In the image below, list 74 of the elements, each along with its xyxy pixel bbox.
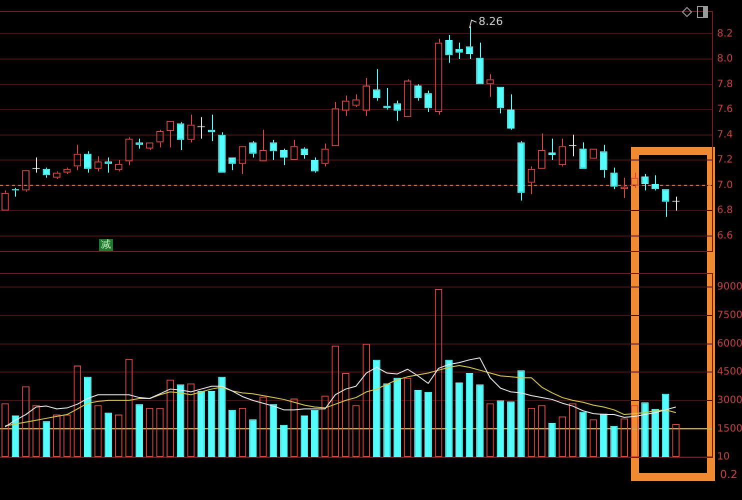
bar xyxy=(372,360,380,457)
y-tick-label: 7.4 xyxy=(717,129,733,140)
bar xyxy=(424,392,432,457)
candlestick xyxy=(270,139,278,161)
bar xyxy=(228,410,236,457)
y-tick-label: 6.6 xyxy=(717,230,733,242)
bar xyxy=(300,415,308,457)
candlestick xyxy=(662,189,670,218)
candlestick xyxy=(218,132,226,173)
y-tick-label: 7.6 xyxy=(717,104,733,116)
bar xyxy=(600,414,608,457)
bar xyxy=(84,376,92,457)
y-tick-label: 10 xyxy=(717,451,730,462)
annotation: 减 xyxy=(101,238,111,251)
y-tick-label: 7.0 xyxy=(717,180,733,191)
y-tick-label: 4500 xyxy=(717,366,742,378)
candlestick xyxy=(517,140,525,201)
bar xyxy=(218,376,226,457)
bar xyxy=(42,421,50,457)
candlestick xyxy=(176,122,184,150)
candlestick xyxy=(496,86,504,114)
candlestick xyxy=(383,88,391,110)
candlestick xyxy=(610,167,618,190)
candlestick xyxy=(300,146,308,160)
y-tick-label: 7500 xyxy=(717,310,742,322)
bar xyxy=(383,383,391,457)
bar xyxy=(136,404,144,457)
bar xyxy=(208,390,216,457)
bar xyxy=(176,384,184,457)
candlestick xyxy=(445,34,453,64)
bar xyxy=(414,390,422,457)
bar xyxy=(249,419,257,457)
bar xyxy=(548,423,556,457)
y-tick-label: 6.8 xyxy=(717,205,733,216)
bar xyxy=(104,412,112,457)
y-tick-label: 8.0 xyxy=(717,54,733,65)
bar xyxy=(517,370,525,457)
candlestick xyxy=(476,42,484,84)
annotation: 8.26 xyxy=(478,15,504,28)
y-tick-label: 3000 xyxy=(717,394,742,406)
candlestick xyxy=(414,84,422,102)
text: 0.2 xyxy=(720,468,738,481)
bar xyxy=(610,426,618,457)
candlestick xyxy=(507,94,514,130)
bar xyxy=(507,401,514,457)
y-tick-label: 6000 xyxy=(717,338,742,350)
candlestick xyxy=(104,157,112,174)
bar xyxy=(455,382,463,457)
bar xyxy=(270,404,278,457)
bar xyxy=(476,384,484,457)
bar xyxy=(466,373,474,457)
candlestick xyxy=(600,144,608,178)
y-tick-label: 7.2 xyxy=(717,154,733,166)
candlestick xyxy=(548,138,556,161)
bar xyxy=(280,424,288,457)
candlestick xyxy=(424,90,432,113)
bar xyxy=(311,410,318,457)
bar xyxy=(198,390,205,457)
y-tick-label: 7.8 xyxy=(717,78,733,90)
y-tick-label: 9000 xyxy=(717,282,742,293)
candlestick xyxy=(136,138,144,150)
bar xyxy=(641,402,649,457)
candlestick xyxy=(579,142,587,169)
bar xyxy=(445,360,453,457)
y-tick-label: 1500 xyxy=(717,423,742,434)
bar xyxy=(652,408,659,457)
bar xyxy=(394,378,401,457)
bar xyxy=(662,394,670,457)
candlestick xyxy=(84,150,92,174)
bar xyxy=(579,412,587,457)
bar xyxy=(496,400,504,457)
candlestick xyxy=(42,167,50,178)
candlestick xyxy=(208,114,216,142)
y-tick-label: 8.2 xyxy=(717,28,733,40)
